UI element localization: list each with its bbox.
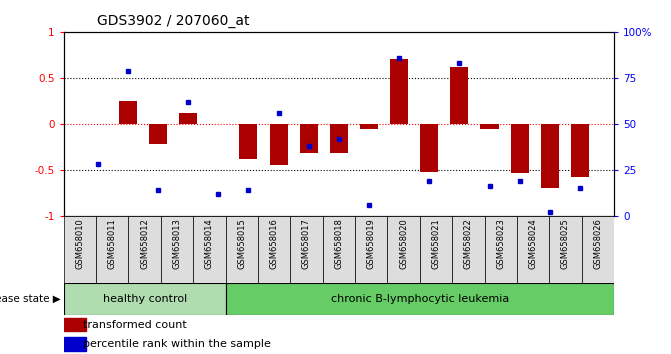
Bar bbox=[161, 216, 193, 283]
Bar bbox=[179, 113, 197, 124]
Bar bbox=[511, 124, 529, 173]
Bar bbox=[550, 216, 582, 283]
Text: percentile rank within the sample: percentile rank within the sample bbox=[83, 339, 271, 349]
Bar bbox=[541, 124, 559, 188]
Bar bbox=[420, 124, 438, 172]
Bar bbox=[149, 124, 167, 144]
Text: GSM658011: GSM658011 bbox=[108, 218, 117, 269]
Text: chronic B-lymphocytic leukemia: chronic B-lymphocytic leukemia bbox=[331, 294, 509, 304]
Bar bbox=[452, 216, 484, 283]
Text: GDS3902 / 207060_at: GDS3902 / 207060_at bbox=[97, 14, 250, 28]
Bar bbox=[484, 216, 517, 283]
Bar bbox=[119, 101, 137, 124]
Bar bbox=[571, 124, 589, 177]
Text: GSM658022: GSM658022 bbox=[464, 218, 473, 269]
Bar bbox=[64, 318, 86, 331]
Text: GSM658017: GSM658017 bbox=[302, 218, 311, 269]
Text: GSM658015: GSM658015 bbox=[238, 218, 246, 269]
Bar bbox=[360, 124, 378, 129]
Text: GSM658012: GSM658012 bbox=[140, 218, 149, 269]
Bar bbox=[64, 216, 96, 283]
Bar bbox=[225, 283, 614, 315]
Text: GSM658020: GSM658020 bbox=[399, 218, 408, 269]
Text: GSM658010: GSM658010 bbox=[75, 218, 85, 269]
Bar bbox=[582, 216, 614, 283]
Bar bbox=[128, 216, 161, 283]
Bar bbox=[64, 337, 86, 351]
Bar bbox=[450, 67, 468, 124]
Text: GSM658026: GSM658026 bbox=[593, 218, 603, 269]
Text: GSM658019: GSM658019 bbox=[367, 218, 376, 269]
Text: transformed count: transformed count bbox=[83, 320, 187, 330]
Text: GSM658016: GSM658016 bbox=[270, 218, 278, 269]
Bar bbox=[270, 124, 288, 165]
Bar bbox=[355, 216, 387, 283]
Text: GSM658018: GSM658018 bbox=[334, 218, 344, 269]
Bar bbox=[225, 216, 258, 283]
Bar bbox=[96, 216, 128, 283]
Text: disease state ▶: disease state ▶ bbox=[0, 294, 60, 304]
Text: GSM658024: GSM658024 bbox=[529, 218, 537, 269]
Bar bbox=[258, 216, 291, 283]
Bar bbox=[387, 216, 420, 283]
Text: GSM658013: GSM658013 bbox=[172, 218, 182, 269]
Text: GSM658014: GSM658014 bbox=[205, 218, 214, 269]
Text: GSM658021: GSM658021 bbox=[431, 218, 440, 269]
Bar bbox=[480, 124, 499, 129]
Bar bbox=[64, 283, 225, 315]
Text: healthy control: healthy control bbox=[103, 294, 187, 304]
Bar bbox=[291, 216, 323, 283]
Bar bbox=[240, 124, 258, 159]
Bar bbox=[330, 124, 348, 153]
Bar bbox=[390, 59, 408, 124]
Bar bbox=[517, 216, 550, 283]
Text: GSM658023: GSM658023 bbox=[496, 218, 505, 269]
Bar bbox=[193, 216, 225, 283]
Text: GSM658025: GSM658025 bbox=[561, 218, 570, 269]
Bar bbox=[323, 216, 355, 283]
Bar bbox=[300, 124, 318, 153]
Bar bbox=[420, 216, 452, 283]
